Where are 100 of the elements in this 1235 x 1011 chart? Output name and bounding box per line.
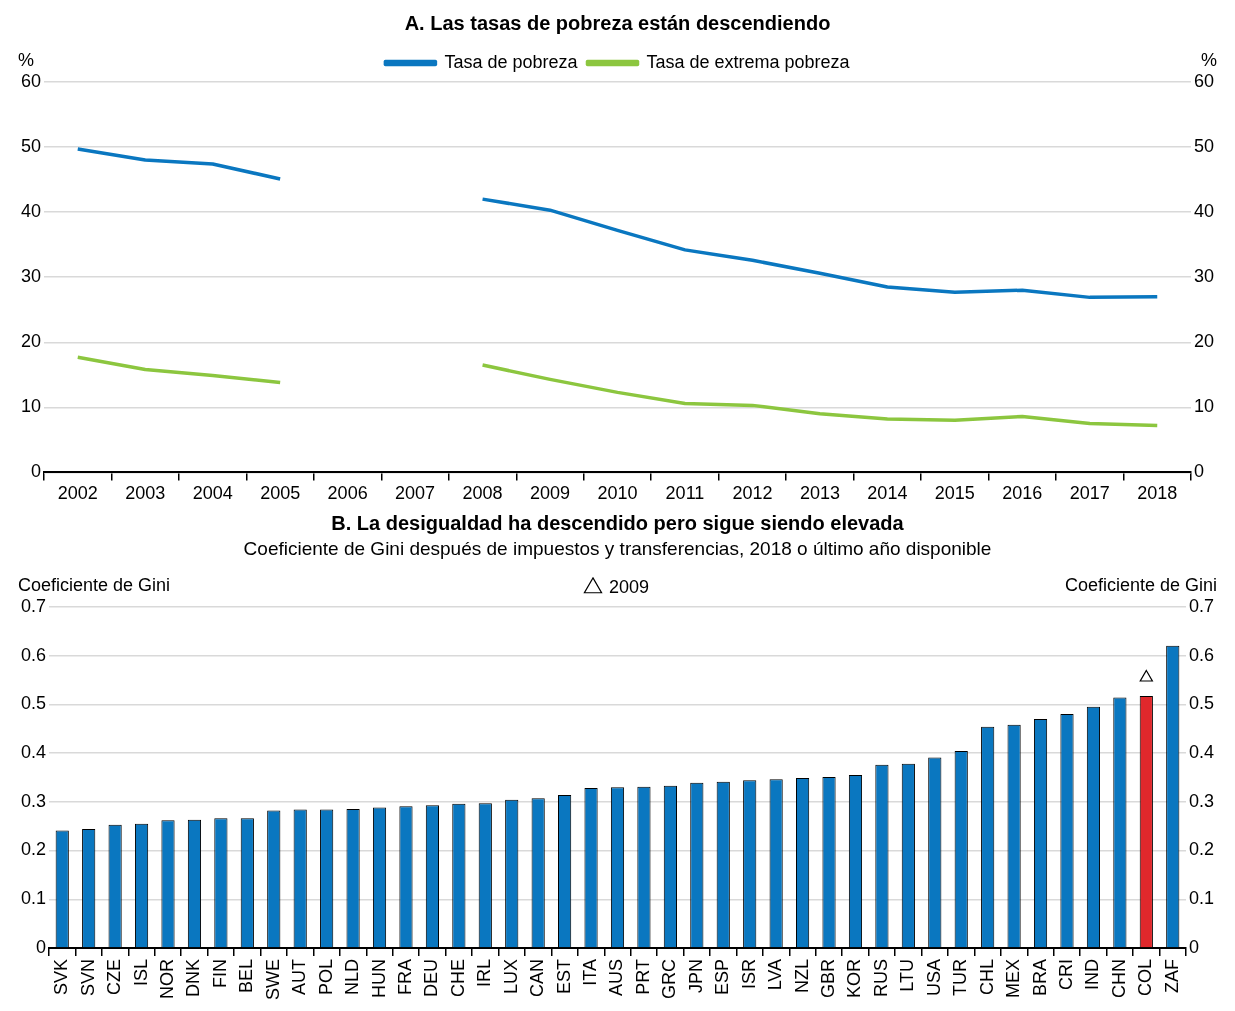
x-tick-label: CHL [976,959,997,996]
y-tick-label: 0.4 [20,742,47,762]
x-tick-label: ISR [738,959,759,990]
y2-tick-label: 0.3 [1188,790,1215,811]
y-tick-label: 30 [20,266,42,287]
x-tick-label: CHE [447,959,468,998]
y2-tick-label: 0.4 [1188,742,1215,762]
x-tick-label: AUS [606,959,627,997]
x-tick-label: NZL [791,959,812,994]
x-tick-label: LVA [765,959,786,991]
x-tick-label: LTU [897,959,918,992]
x-tick-label: 2007 [395,483,436,504]
x-tick-label: KOR [844,959,865,999]
x-tick-label: FIN [209,959,230,988]
x-tick-label: IND [1082,959,1103,990]
x-tick-label: JPN [685,959,706,994]
x-tick-label: POL [315,959,336,996]
y-tick-label: 0.1 [20,888,47,909]
x-tick-label: FRA [394,959,415,995]
y-axis-title: % [18,49,35,70]
x-tick-label: 2014 [867,483,908,504]
x-tick-label: CAN [527,959,548,998]
x-tick-label: EST [553,959,574,995]
x-tick-label: IRL [474,959,495,988]
x-tick-label: 2004 [192,483,233,504]
x-tick-label: COL [1135,959,1156,997]
y-tick-label: 40 [20,201,42,222]
x-tick-label: MEX [1003,959,1024,999]
y2-tick-label: 0.2 [1188,839,1215,860]
y2-tick-label: 0.1 [1188,888,1215,909]
y2-tick-label: 0.5 [1188,693,1215,714]
x-tick-label: TUR [950,959,971,996]
y-tick-label: 50 [20,136,42,157]
x-tick-label: ITA [580,959,601,986]
x-tick-label: 2013 [799,483,840,504]
y-tick-label: 10 [20,396,42,417]
x-tick-label: 2010 [597,483,638,504]
x-tick-label: CRI [1055,959,1076,990]
x-tick-label: 2018 [1137,483,1178,504]
x-tick-label: BEL [236,959,257,994]
x-tick-label: 2012 [732,483,773,504]
x-tick-label: SVK [51,959,72,996]
y2-tick-label: 0 [1188,936,1199,957]
legend-label: Tasa de extrema pobreza [646,51,851,72]
y2-tick-label: 0.7 [1188,595,1215,616]
y-tick-label: 0.6 [20,644,47,665]
x-tick-label: GRC [659,959,680,999]
x-tick-label: RUS [870,959,891,998]
x-tick-label: USA [923,959,944,997]
chart-title: A. Las tasas de pobreza están descendiendo [404,11,831,34]
y2-tick-label: 60 [1193,70,1215,91]
x-tick-label: CHN [1108,959,1129,998]
x-tick-label: ZAF [1161,959,1182,993]
y-tick-label: 0.2 [20,839,47,860]
x-tick-label: DEU [421,959,442,998]
y2-tick-label: 20 [1193,331,1215,352]
x-tick-label: LUX [500,959,521,995]
y2-tick-label: 30 [1193,266,1215,287]
x-tick-label: 2008 [462,483,503,504]
x-tick-label: 2006 [327,483,368,504]
y2-axis-title: % [1200,49,1217,70]
x-tick-label: 2005 [260,483,301,504]
x-tick-label: NOR [156,959,177,999]
y-tick-label: 0.3 [20,790,47,811]
x-tick-label: 2016 [1002,483,1043,504]
x-tick-label: SWE [262,959,283,1001]
x-tick-label: GBR [818,959,838,999]
x-tick-label: ISL [130,959,151,987]
x-tick-label: 2003 [125,483,166,504]
x-tick-label: 2002 [57,483,98,504]
y2-tick-label: 50 [1193,136,1215,157]
y-axis-title: Coeficiente de Gini [18,574,171,595]
x-tick-label: HUN [368,959,389,998]
x-tick-label: 2017 [1069,483,1110,504]
legend-label: Tasa de pobreza [444,51,579,72]
chart-title: B. La desigualdad ha descendido pero sigue siendo elevada [331,511,905,534]
y-tick-label: 0.5 [20,693,47,714]
x-tick-label: CZE [104,959,125,995]
x-tick-label: 2015 [934,483,975,504]
x-tick-label: ESP [712,959,733,996]
x-tick-label: DNK [183,959,204,998]
y2-axis-title: Coeficiente de Gini [1064,574,1217,595]
x-tick-label: PRT [632,959,653,995]
x-tick-label: 2011 [665,483,705,504]
y2-tick-label: 0 [1193,461,1204,482]
x-tick-label: BRA [1029,959,1050,997]
y2-tick-label: 10 [1193,396,1215,417]
y2-tick-label: 0.6 [1188,644,1215,665]
y-tick-label: 0 [31,461,42,482]
y-tick-label: 20 [20,331,42,352]
x-tick-label: SVN [77,959,98,997]
y-tick-label: 0.7 [20,595,47,616]
x-tick-label: 2009 [530,483,571,504]
x-tick-label: NLD [342,959,363,996]
legend-label: 2009 [608,576,650,597]
y2-tick-label: 40 [1193,201,1215,222]
chart-subtitle: Coeficiente de Gini después de impuestos y transferencias, 2018 o último año disponible [243,537,992,559]
x-tick-label: AUT [289,958,310,995]
y-tick-label: 0 [36,936,47,957]
y-tick-label: 60 [20,70,42,91]
